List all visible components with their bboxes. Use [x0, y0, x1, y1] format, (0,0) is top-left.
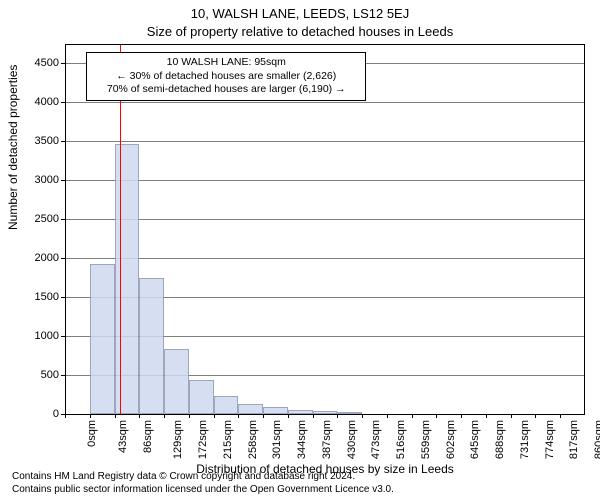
y-tick-label: 2500 — [9, 213, 59, 225]
x-tick-label: 602sqm — [445, 420, 457, 459]
plot-area: 0500100015002000250030003500400045000sqm… — [65, 44, 585, 414]
y-tick-label: 0 — [9, 408, 59, 420]
histogram-bar — [164, 349, 189, 414]
x-tick-label: 473sqm — [371, 420, 383, 459]
x-tick-label: 774sqm — [544, 420, 556, 459]
y-tick-label: 1500 — [9, 291, 59, 303]
x-tick-label: 129sqm — [172, 420, 184, 459]
x-tick-label: 215sqm — [222, 420, 234, 459]
histogram-bar — [238, 404, 263, 414]
histogram-bar — [115, 144, 140, 414]
x-tick-label: 860sqm — [593, 420, 600, 459]
chart-title-sub: Size of property relative to detached ho… — [0, 24, 600, 39]
y-tick-label: 2000 — [9, 252, 59, 264]
annotation-line3: 70% of semi-detached houses are larger (… — [93, 83, 359, 97]
x-tick-label: 817sqm — [569, 420, 581, 459]
x-axis-line — [65, 414, 585, 415]
histogram-bar — [90, 264, 115, 414]
attribution-line2: Contains public sector information licen… — [12, 484, 394, 497]
x-tick-label: 86sqm — [142, 420, 154, 453]
x-tick-label: 43sqm — [117, 420, 129, 453]
x-tick-label: 559sqm — [420, 420, 432, 459]
spine-top — [65, 44, 585, 45]
x-tick-label: 344sqm — [296, 420, 308, 459]
y-gridline — [65, 258, 585, 259]
y-gridline — [65, 141, 585, 142]
y-tick-label: 4000 — [9, 96, 59, 108]
y-axis-line — [65, 44, 66, 414]
histogram-bar — [139, 278, 164, 414]
y-tick-label: 3500 — [9, 135, 59, 147]
y-tick-label: 1000 — [9, 330, 59, 342]
x-tick-label: 301sqm — [271, 420, 283, 459]
annotation-box: 10 WALSH LANE: 95sqm← 30% of detached ho… — [86, 52, 366, 101]
spine-right — [584, 44, 585, 414]
annotation-line2: ← 30% of detached houses are smaller (2,… — [93, 70, 359, 84]
x-tick-label: 516sqm — [395, 420, 407, 459]
y-tick-label: 4500 — [9, 57, 59, 69]
x-tick-label: 387sqm — [321, 420, 333, 459]
y-tick-label: 3000 — [9, 174, 59, 186]
x-tick-label: 731sqm — [519, 420, 531, 459]
x-tick-label: 645sqm — [470, 420, 482, 459]
attribution-line1: Contains HM Land Registry data © Crown c… — [12, 471, 394, 484]
y-gridline — [65, 219, 585, 220]
histogram-bar — [263, 407, 288, 414]
x-tick-label: 0sqm — [86, 420, 98, 447]
chart-title-main: 10, WALSH LANE, LEEDS, LS12 5EJ — [0, 6, 600, 21]
x-tick-label: 688sqm — [494, 420, 506, 459]
x-tick-label: 430sqm — [346, 420, 358, 459]
histogram-bar — [214, 396, 239, 414]
x-tick-label: 258sqm — [247, 420, 259, 459]
y-tick-label: 500 — [9, 369, 59, 381]
y-gridline — [65, 180, 585, 181]
x-tick-label: 172sqm — [197, 420, 209, 459]
y-gridline — [65, 102, 585, 103]
attribution-text: Contains HM Land Registry data © Crown c… — [12, 471, 394, 496]
histogram-bar — [189, 380, 214, 414]
annotation-line1: 10 WALSH LANE: 95sqm — [93, 56, 359, 70]
